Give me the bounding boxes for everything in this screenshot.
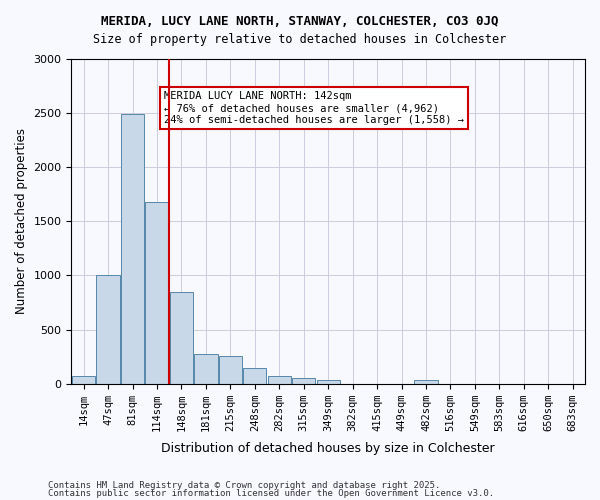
Text: Contains HM Land Registry data © Crown copyright and database right 2025.: Contains HM Land Registry data © Crown c… bbox=[48, 481, 440, 490]
X-axis label: Distribution of detached houses by size in Colchester: Distribution of detached houses by size … bbox=[161, 442, 495, 455]
Text: MERIDA LUCY LANE NORTH: 142sqm
← 76% of detached houses are smaller (4,962)
24% : MERIDA LUCY LANE NORTH: 142sqm ← 76% of … bbox=[164, 92, 464, 124]
Bar bbox=[292, 378, 316, 384]
Bar bbox=[268, 376, 291, 384]
Bar bbox=[219, 356, 242, 384]
Y-axis label: Number of detached properties: Number of detached properties bbox=[15, 128, 28, 314]
Bar bbox=[121, 114, 144, 384]
Text: MERIDA, LUCY LANE NORTH, STANWAY, COLCHESTER, CO3 0JQ: MERIDA, LUCY LANE NORTH, STANWAY, COLCHE… bbox=[101, 15, 499, 28]
Bar bbox=[170, 292, 193, 384]
Text: Size of property relative to detached houses in Colchester: Size of property relative to detached ho… bbox=[94, 32, 506, 46]
Bar bbox=[145, 202, 169, 384]
Bar bbox=[97, 275, 120, 384]
Bar bbox=[243, 368, 266, 384]
Bar bbox=[72, 376, 95, 384]
Bar bbox=[317, 380, 340, 384]
Bar bbox=[194, 354, 218, 384]
Text: Contains public sector information licensed under the Open Government Licence v3: Contains public sector information licen… bbox=[48, 488, 494, 498]
Bar bbox=[415, 380, 437, 384]
